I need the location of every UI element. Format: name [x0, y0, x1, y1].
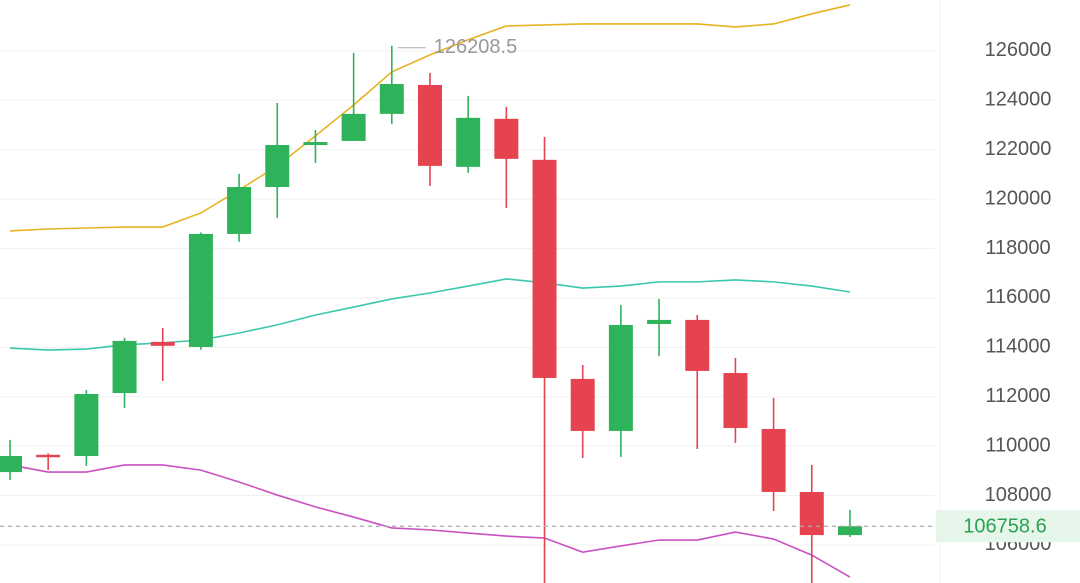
candle-body: [379, 83, 404, 114]
y-tick-label: 110000: [985, 434, 1050, 456]
y-tick-label: 108000: [985, 484, 1052, 506]
last-price-box: [936, 510, 1080, 543]
candle-body: [494, 118, 519, 159]
candle-body: [647, 319, 672, 324]
candle-body: [532, 159, 557, 378]
y-tick-label: 118000: [985, 237, 1050, 259]
band-line: [9, 4, 851, 232]
candle-body: [608, 324, 633, 431]
y-tick-label: 124000: [985, 89, 1052, 111]
y-tick-label: 112000: [985, 385, 1050, 407]
candle-body: [150, 341, 175, 346]
candle-body: [303, 142, 328, 146]
candle-body: [417, 84, 442, 166]
candle-body: [74, 394, 99, 457]
candle-body: [188, 233, 213, 347]
y-tick-label: 120000: [985, 187, 1052, 209]
band-line: [9, 464, 851, 578]
last-price-label: 106758.6: [963, 515, 1046, 537]
candle-body: [723, 373, 748, 428]
high-label: 126208.5: [434, 36, 517, 58]
candle-body: [265, 145, 290, 188]
candle-body: [685, 319, 710, 371]
y-tick-label: 122000: [985, 138, 1052, 160]
candle-body: [761, 428, 786, 492]
candle-body: [0, 456, 22, 473]
candle-body: [456, 117, 481, 167]
candle-body: [112, 340, 137, 394]
candle-body: [799, 491, 824, 536]
candle-body: [341, 113, 366, 141]
candle-body: [570, 378, 595, 431]
band-line: [9, 278, 851, 351]
y-tick-label: 126000: [985, 39, 1052, 61]
y-tick-label: 116000: [985, 286, 1050, 308]
y-tick-label: 114000: [985, 336, 1050, 358]
candle-body: [36, 454, 61, 458]
candle-body: [227, 187, 252, 234]
candle-body: [837, 526, 862, 536]
